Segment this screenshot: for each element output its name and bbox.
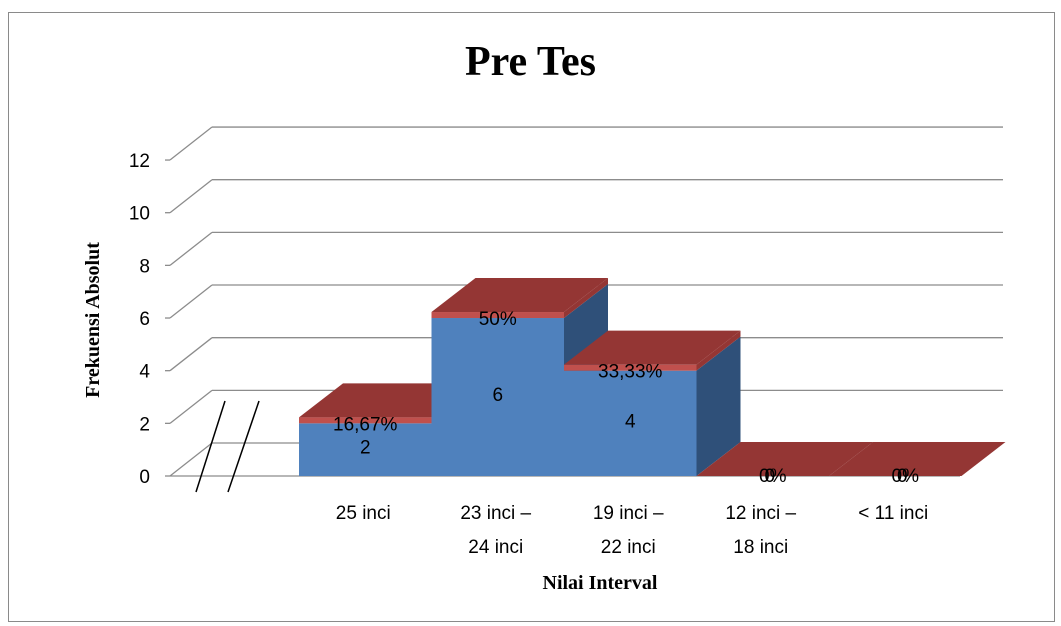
gridline-depth	[169, 337, 213, 372]
bar-top-flat	[829, 442, 1006, 476]
percent-label: 0%	[759, 466, 787, 487]
gridline-depth	[169, 442, 213, 477]
bar-top	[564, 330, 741, 365]
bars	[299, 278, 1006, 476]
x-tick-labels: 25 inci 23 inci – 24 inci 19 inci – 22 inci 1…	[336, 503, 928, 558]
bar-group	[829, 442, 1006, 476]
percent-band-side	[564, 278, 608, 319]
percent-band-front	[431, 312, 564, 319]
chart-title: Pre Tes	[464, 39, 597, 85]
bar-top-flat	[696, 442, 873, 476]
percent-band-front	[299, 417, 432, 424]
x-tick-label: 25 inci	[336, 503, 391, 524]
percent-label: 50%	[479, 309, 517, 330]
y-tick-label: 12	[129, 151, 150, 172]
x-tick-label: < 11 inci	[858, 503, 928, 524]
x-tick-label: 19 inci –	[593, 503, 664, 524]
value-label: 2	[360, 438, 371, 459]
y-tick-label: 8	[139, 256, 150, 277]
axis-break-line	[227, 400, 260, 493]
percent-band-side	[696, 330, 741, 371]
bar-top	[431, 278, 608, 313]
percent-band-front	[564, 364, 697, 371]
x-tick-label: 23 inci –	[460, 503, 531, 524]
gridline-depth	[169, 284, 213, 319]
gridline-depth	[169, 231, 213, 266]
x-tick-label: 12 inci –	[725, 503, 796, 524]
y-tick-label: 10	[129, 204, 150, 225]
x-axis-title: Nilai Interval	[543, 572, 658, 594]
y-axis-title: Frekuensi Absolut	[82, 242, 104, 398]
x-tick-label: 24 inci	[468, 537, 523, 558]
gridline-depth	[169, 126, 213, 161]
bar-group	[564, 330, 741, 476]
value-label: 4	[625, 411, 636, 432]
y-tick-label: 0	[139, 467, 150, 488]
bar-top	[299, 383, 476, 418]
value-label: 0	[897, 466, 908, 487]
bar-front	[564, 370, 697, 476]
gridline-depth	[169, 179, 213, 214]
gridline-depth	[169, 389, 213, 424]
y-tick-label: 2	[139, 414, 150, 435]
x-tick-label: 18 inci	[733, 537, 788, 558]
percent-label: 0%	[892, 466, 920, 487]
y-tick-labels: 0 2 4 6 8 10 12	[129, 151, 151, 488]
axis-break-line	[195, 400, 226, 493]
percent-label: 16,67%	[333, 414, 398, 435]
bar-side	[696, 336, 741, 476]
value-label: 6	[492, 385, 503, 406]
bar-front	[431, 318, 564, 476]
axis-break-marks	[195, 400, 260, 493]
data-labels: 216,67%650%433,33%00% 00%	[333, 309, 919, 487]
bar-group	[696, 442, 873, 476]
percent-label: 33,33%	[598, 362, 663, 383]
x-tick-label: 22 inci	[601, 537, 656, 558]
y-tick-label: 6	[139, 309, 150, 330]
value-label: 0	[764, 466, 775, 487]
bar-front	[299, 423, 432, 476]
y-tick-label: 4	[139, 362, 150, 383]
